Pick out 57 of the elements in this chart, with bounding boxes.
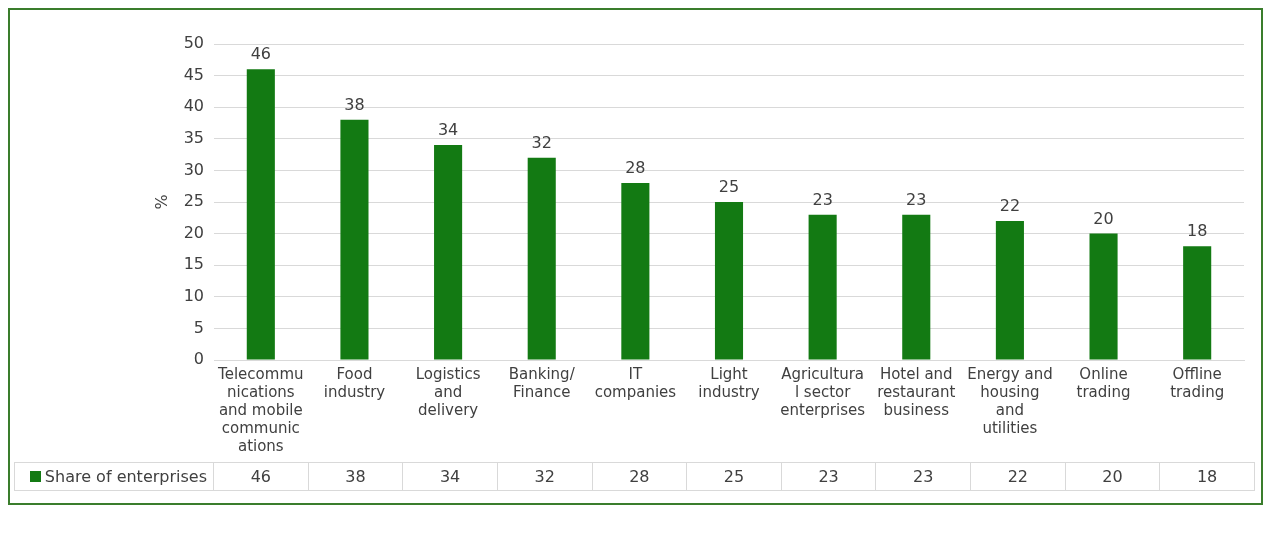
annotation: 34	[437, 120, 459, 140]
data-label: 20	[1065, 462, 1160, 491]
bar	[714, 202, 744, 360]
y-tick-label: 15	[183, 254, 204, 274]
y-tick-label: 10	[183, 285, 204, 305]
annotation: 23	[812, 189, 833, 209]
data-label: 32	[497, 462, 592, 491]
data-label: 23	[781, 462, 876, 491]
data-label: 22	[970, 462, 1066, 491]
bar	[246, 69, 275, 360]
bar	[1089, 233, 1118, 360]
annotation: 25	[718, 177, 740, 197]
annotation: 38	[344, 95, 365, 114]
x-tick-label: Agricultural sector enterprises	[780, 364, 866, 419]
y-tick-label: 50	[183, 33, 204, 53]
annotation: 32	[531, 132, 552, 152]
annotation: 23	[906, 189, 927, 209]
bar	[527, 157, 556, 360]
y-axis-title: %	[151, 194, 171, 210]
y-tick-label: 30	[183, 159, 204, 179]
data-label: 46	[213, 462, 309, 491]
x-tick-label: Light industry	[698, 364, 760, 401]
data-label: 38	[308, 462, 403, 491]
annotation: 46	[250, 44, 271, 64]
y-tick-label: 20	[183, 222, 204, 242]
x-tick-label: Online trading	[1076, 364, 1131, 401]
x-tick-label: Energy and housing and utilities	[967, 364, 1053, 437]
y-tick-label: 40	[183, 96, 204, 116]
bar	[1183, 246, 1212, 360]
bar	[434, 145, 463, 360]
x-tick-label: Telecommunications and mobile communications	[217, 364, 304, 455]
bar	[902, 214, 931, 360]
x-tick-label: IT companies	[594, 364, 677, 401]
annotation: 18	[1187, 221, 1208, 241]
y-tick-label: 25	[183, 191, 204, 211]
legend-label: Share of enterprises	[44, 467, 207, 486]
x-tick-label: Food industry	[323, 364, 386, 401]
data-label: 18	[1159, 462, 1255, 491]
y-tick-label: 45	[183, 64, 204, 84]
x-tick-label: Offline trading	[1170, 364, 1225, 401]
bar	[340, 119, 369, 360]
annotation: 22	[999, 196, 1021, 216]
annotation: 28	[625, 158, 646, 178]
x-tick-label: Banking/ Finance	[508, 364, 576, 401]
data-label: 34	[402, 462, 498, 491]
x-tick-label: Hotel and restaurant business	[877, 364, 956, 419]
bar	[621, 183, 650, 360]
x-tick-label: Logistics and delivery	[415, 364, 481, 419]
data-label: 25	[686, 462, 782, 491]
annotation: 20	[1093, 208, 1114, 228]
y-tick-label: 5	[193, 317, 204, 337]
y-tick-label: 35	[183, 127, 204, 147]
bar	[995, 220, 1024, 360]
y-tick-label: 0	[193, 349, 204, 369]
data-label: 28	[592, 462, 687, 491]
data-label: 23	[875, 462, 971, 491]
bar	[808, 214, 837, 360]
